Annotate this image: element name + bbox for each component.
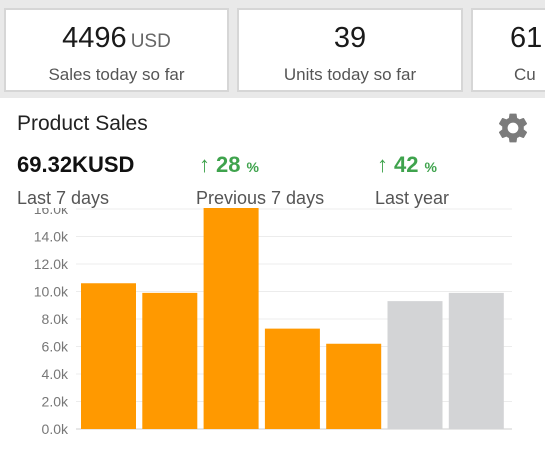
stat-label: Units today so far bbox=[283, 65, 417, 84]
y-tick-label: 12.0k bbox=[34, 256, 69, 272]
y-tick-label: 0.0k bbox=[42, 421, 69, 437]
stats-row: 4496 USD Sales today so far 39 Units toda… bbox=[0, 0, 545, 98]
product-sales-chart: 0.0k 2.0k 4.0k 6.0k 8.0k 10.0k 12.0k 14.0k 16.0k bbox=[34, 208, 512, 437]
last-year-label: Last year bbox=[375, 188, 450, 208]
panel-title: Product Sales bbox=[17, 112, 148, 135]
stat-card-units-today[interactable]: 39 Units today so far bbox=[237, 8, 463, 92]
sales-bar[interactable] bbox=[203, 208, 259, 429]
y-tick-label: 6.0k bbox=[42, 339, 69, 355]
previous-period-unit: % bbox=[246, 159, 259, 175]
total-sales-value: 69.32K bbox=[17, 152, 88, 177]
product-sales-panel: Product Sales 69.32KUSD Last 7 days ↑ 28%… bbox=[0, 98, 545, 453]
y-tick-label: 8.0k bbox=[42, 311, 69, 327]
previous-period-value: 28 bbox=[216, 152, 241, 177]
sales-bar[interactable] bbox=[81, 283, 136, 429]
last-year-metric: ↑ 42% bbox=[377, 152, 437, 178]
stat-number: 61 bbox=[510, 22, 543, 54]
last-year-unit: % bbox=[424, 159, 437, 175]
sales-bar[interactable] bbox=[264, 328, 320, 429]
sales-bar[interactable] bbox=[326, 343, 382, 429]
stat-unit: USD bbox=[130, 31, 171, 52]
stat-value: 4496 USD bbox=[6, 22, 227, 55]
y-tick-label: 10.0k bbox=[34, 284, 69, 300]
stat-card-partial[interactable]: 61 Cu bbox=[471, 8, 545, 92]
sales-bar[interactable] bbox=[142, 292, 198, 429]
comparison-bar[interactable] bbox=[448, 292, 504, 429]
last-year-value: 42 bbox=[394, 152, 419, 177]
stat-number: 4496 bbox=[62, 22, 127, 54]
previous-period-label: Previous 7 days bbox=[196, 188, 325, 208]
y-tick-label: 16.0k bbox=[34, 208, 69, 217]
stat-value: 39 bbox=[239, 22, 461, 55]
total-sales-label: Last 7 days bbox=[17, 188, 110, 208]
stat-label: Sales today so far bbox=[48, 65, 185, 84]
y-tick-label: 2.0k bbox=[42, 394, 69, 410]
stat-number: 39 bbox=[333, 22, 367, 54]
comparison-bar[interactable] bbox=[387, 301, 443, 429]
total-sales-metric: 69.32KUSD bbox=[17, 152, 134, 178]
gear-icon[interactable] bbox=[495, 110, 531, 146]
y-tick-label: 14.0k bbox=[34, 229, 69, 245]
y-tick-label: 4.0k bbox=[42, 366, 69, 382]
stat-card-sales-today[interactable]: 4496 USD Sales today so far bbox=[4, 8, 229, 92]
arrow-up-icon: ↑ bbox=[199, 152, 210, 177]
stat-label: Cu bbox=[514, 65, 536, 84]
stat-value: 61 bbox=[473, 22, 545, 55]
arrow-up-icon: ↑ bbox=[377, 152, 388, 177]
total-sales-unit: USD bbox=[87, 152, 135, 177]
previous-period-metric: ↑ 28% bbox=[199, 152, 259, 178]
